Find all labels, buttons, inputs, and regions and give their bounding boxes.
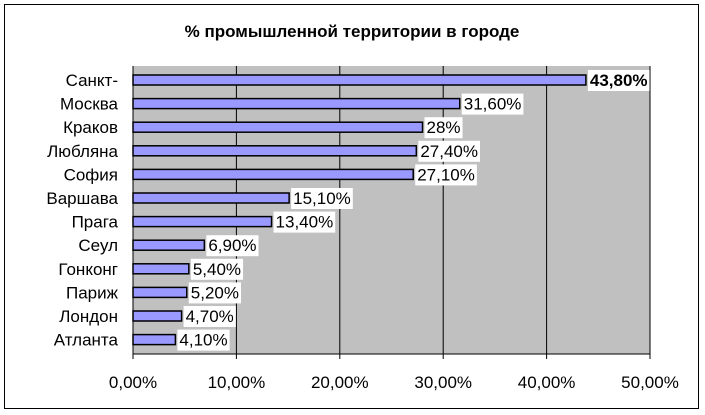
category-label: София	[64, 165, 118, 184]
data-label-text: 27,10%	[417, 165, 475, 184]
bar	[132, 168, 414, 181]
category-label: Париж	[66, 283, 119, 302]
data-label-background	[415, 164, 477, 186]
x-axis-ticks: 0,00% 10,00% 20,00% 30,00% 40,00% 50,00%	[109, 373, 679, 392]
category-label: Гонконг	[58, 260, 118, 279]
data-label-background	[273, 211, 336, 233]
bar	[132, 263, 190, 275]
category-label: Москва	[60, 95, 119, 114]
data-label-background	[190, 258, 244, 280]
data-label-background	[291, 188, 353, 209]
data-labels: 43,80% 31,60%28% 27,40% 27,10% 15,10% 13,40% 6…	[177, 70, 650, 351]
category-label: Санкт-	[66, 71, 118, 90]
data-label: 27,40%	[418, 140, 480, 162]
bar	[132, 333, 177, 346]
data-label-text: 6,90%	[208, 236, 256, 255]
bars	[132, 74, 587, 346]
data-label-text: 31,60%	[464, 95, 522, 114]
data-label: 15,10%	[291, 188, 353, 209]
data-label-text: 5,40%	[193, 260, 241, 279]
bar	[132, 74, 587, 86]
data-label-background	[424, 117, 463, 139]
data-label-background	[183, 306, 236, 327]
data-label-text: 15,10%	[293, 189, 351, 208]
data-label-text: 4,70%	[186, 307, 234, 326]
x-tick-label: 20,00%	[311, 373, 369, 392]
bar	[132, 310, 183, 322]
data-label: 4,70%	[183, 306, 236, 327]
data-label: 6,90%	[206, 235, 259, 257]
data-label-background	[188, 282, 241, 304]
category-labels: Санкт- Москва Краков Любляна София Варшава Пра…	[46, 71, 118, 350]
data-label: 27,10%	[415, 164, 477, 186]
bar	[132, 239, 206, 251]
data-label-background	[418, 140, 480, 162]
data-label: 13,40%	[273, 211, 336, 233]
data-label: 5,20%	[188, 282, 241, 304]
bar	[132, 121, 424, 133]
data-label-background	[587, 70, 650, 91]
category-label: Краков	[63, 118, 118, 137]
category-label: Варшава	[46, 189, 118, 208]
data-label: 4,10%	[177, 329, 230, 351]
data-label: 28%	[424, 117, 463, 139]
data-label: 31,60%	[461, 93, 524, 115]
bar	[132, 145, 418, 157]
gridlines	[132, 66, 651, 359]
category-label: Атланта	[54, 331, 119, 350]
data-label-text: 5,20%	[191, 283, 239, 302]
category-label: Сеул	[78, 236, 118, 255]
data-label-text: 13,40%	[276, 213, 334, 232]
x-tick-label: 10,00%	[208, 373, 266, 392]
category-label: Лондон	[59, 307, 118, 326]
data-label: 43,80%	[587, 70, 650, 91]
data-label-background	[461, 93, 524, 115]
data-label-text: 43,80%	[590, 71, 648, 90]
bar	[132, 286, 188, 299]
x-tick-label: 40,00%	[518, 373, 576, 392]
data-label-text: 27,40%	[420, 142, 478, 161]
x-tick-label: 0,00%	[109, 373, 157, 392]
data-label-background	[206, 235, 259, 257]
x-tick-label: 50,00%	[621, 373, 679, 392]
data-label-background	[177, 329, 230, 351]
chart-title: % промышленной территории в городе	[185, 22, 520, 41]
category-label: Прага	[72, 213, 119, 232]
data-label-text: 4,10%	[179, 331, 227, 350]
bar	[132, 215, 273, 228]
data-label-text: 28%	[427, 118, 461, 137]
x-tick-label: 30,00%	[414, 373, 472, 392]
bar	[132, 97, 461, 110]
bar	[132, 192, 290, 204]
category-label: Любляна	[47, 142, 118, 161]
data-label: 5,40%	[190, 258, 244, 280]
